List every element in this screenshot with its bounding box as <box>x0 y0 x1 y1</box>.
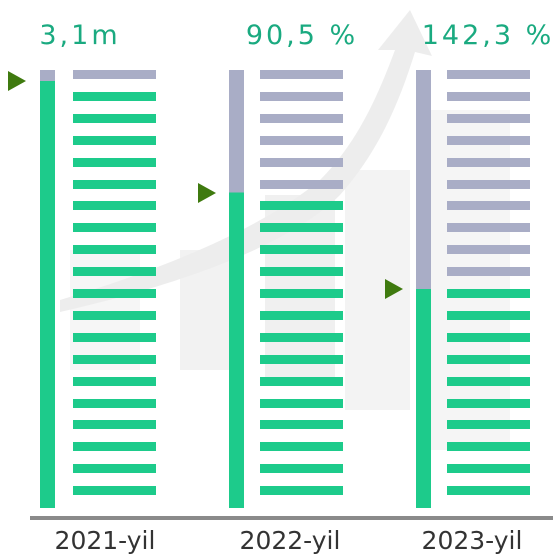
bar-segment <box>447 267 530 277</box>
bar-segment <box>73 332 156 342</box>
x-tick-label: 2021-yil <box>54 526 156 555</box>
level-marker-icon <box>198 182 216 203</box>
bar-segment <box>447 91 530 101</box>
bar-segment <box>260 464 343 474</box>
level-bar <box>40 70 55 508</box>
bar-segment <box>260 420 343 430</box>
bg-block <box>430 110 510 450</box>
level-bar <box>229 70 244 508</box>
x-tick-label: 2023-yil <box>421 526 523 555</box>
value-label: 3,1m <box>39 20 121 51</box>
bar-segment <box>73 245 156 255</box>
bar-segment <box>447 420 530 430</box>
bar-segment <box>260 70 343 79</box>
bar-segment <box>260 179 343 189</box>
level-bar <box>416 70 431 508</box>
bar-segment <box>447 70 530 79</box>
bar-segment <box>447 354 530 364</box>
bar-segment <box>73 376 156 386</box>
level-marker-icon <box>8 70 26 91</box>
segment-bar <box>73 70 156 508</box>
bar-segment <box>73 113 156 123</box>
bar-segment <box>260 267 343 277</box>
bar-segment <box>73 267 156 277</box>
bar-segment <box>73 420 156 430</box>
bar-segment <box>260 157 343 167</box>
bar-segment <box>447 464 530 474</box>
bar-segment <box>73 135 156 145</box>
bar-segment <box>260 332 343 342</box>
bar-segment <box>447 398 530 408</box>
bar-segment <box>447 201 530 211</box>
bar-segment <box>73 442 156 452</box>
value-label: 142,3 % <box>421 20 553 51</box>
bar-segment <box>260 289 343 298</box>
bar-segment <box>260 354 343 364</box>
bar-segment <box>73 201 156 211</box>
segment-bar <box>447 70 530 508</box>
x-tick-label: 2022-yil <box>239 526 341 555</box>
bar-segment <box>447 289 530 298</box>
bar-segment <box>447 245 530 255</box>
bar-segment <box>260 91 343 101</box>
bar-segment <box>447 179 530 189</box>
bar-segment <box>260 223 343 233</box>
bar-segment <box>73 157 156 167</box>
bar-segment <box>260 376 343 386</box>
bar-segment <box>73 486 156 496</box>
bar-segment <box>260 442 343 452</box>
bar-segment <box>73 289 156 298</box>
bar-segment <box>73 354 156 364</box>
bar-segment <box>260 398 343 408</box>
bar-segment <box>447 442 530 452</box>
bar-segment <box>447 113 530 123</box>
level-marker-icon <box>385 279 403 299</box>
bar-segment <box>73 464 156 474</box>
bar-segment <box>447 486 530 496</box>
bar-segment <box>73 310 156 320</box>
bar-segment <box>260 135 343 145</box>
bar-segment <box>260 201 343 211</box>
bar-segment <box>73 179 156 189</box>
bar-segment <box>73 91 156 101</box>
bar-segment <box>447 332 530 342</box>
bar-segment <box>447 223 530 233</box>
bar-segment <box>73 223 156 233</box>
x-axis-line <box>30 516 553 520</box>
bar-segment <box>73 398 156 408</box>
bar-segment <box>260 310 343 320</box>
bar-segment <box>260 486 343 496</box>
value-label: 90,5 % <box>245 20 359 51</box>
bg-arrow-icon <box>60 10 432 312</box>
bar-segment <box>447 135 530 145</box>
bar-segment <box>447 157 530 167</box>
segment-bar <box>260 70 343 508</box>
bar-segment <box>447 376 530 386</box>
bar-segment <box>260 113 343 123</box>
bar-segment <box>260 245 343 255</box>
bar-segment <box>73 70 156 79</box>
bar-segment <box>447 310 530 320</box>
